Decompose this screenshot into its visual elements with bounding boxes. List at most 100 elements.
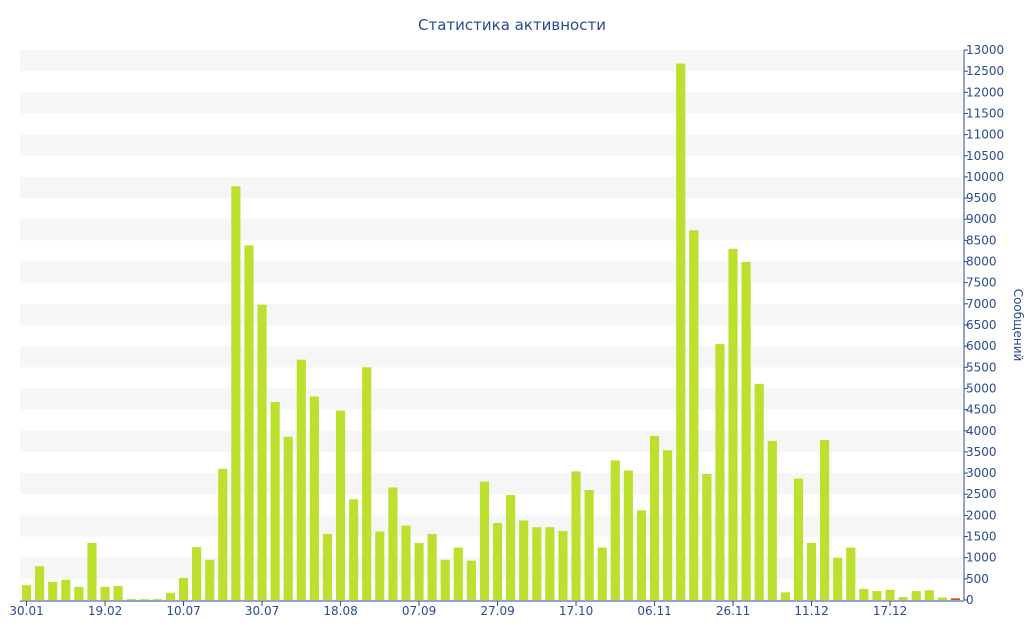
bar[interactable] xyxy=(519,520,529,600)
bars xyxy=(21,63,961,601)
bar[interactable] xyxy=(349,499,359,600)
bar[interactable] xyxy=(322,534,333,600)
x-tick-label: 06.11 xyxy=(637,604,671,618)
bar[interactable] xyxy=(649,435,660,600)
bar[interactable] xyxy=(335,410,346,600)
bar[interactable] xyxy=(113,586,123,600)
bar[interactable] xyxy=(728,248,738,600)
bar[interactable] xyxy=(218,468,228,600)
bar[interactable] xyxy=(532,527,542,600)
bar[interactable] xyxy=(178,578,189,600)
bar[interactable] xyxy=(283,436,293,600)
y-axis: 0 500 1000 1500 2000 2500 3000 3500 4000 4500 5000… xyxy=(963,43,1004,607)
bar[interactable] xyxy=(466,560,476,600)
bar[interactable] xyxy=(309,396,319,601)
bar[interactable] xyxy=(296,359,306,600)
x-axis: 30.01 19.02 10.07 30.07 18.08 07.09 27.09 17.10… xyxy=(9,600,964,618)
bar[interactable] xyxy=(139,599,149,601)
bar[interactable] xyxy=(623,470,633,600)
bar[interactable] xyxy=(859,589,869,600)
grid-band xyxy=(20,388,962,410)
bar[interactable] xyxy=(388,487,398,600)
bar[interactable] xyxy=(61,579,71,600)
bar[interactable] xyxy=(571,471,581,600)
bar[interactable] xyxy=(950,598,961,600)
bar[interactable] xyxy=(872,591,882,600)
bar[interactable] xyxy=(636,510,647,600)
bar[interactable] xyxy=(453,547,463,600)
y-tick-label: 8000 xyxy=(966,255,997,269)
y-tick-label: 5500 xyxy=(966,360,997,374)
bar[interactable] xyxy=(414,542,424,600)
grid-band xyxy=(20,176,962,199)
x-tick-label: 19.02 xyxy=(88,604,122,618)
y-tick-label: 1000 xyxy=(966,551,997,565)
bar[interactable] xyxy=(833,557,843,600)
bar[interactable] xyxy=(663,450,673,600)
y-tick-label: 8500 xyxy=(966,233,997,247)
bar[interactable] xyxy=(754,383,764,600)
bar[interactable] xyxy=(911,591,921,600)
bar[interactable] xyxy=(584,490,594,600)
y-tick-label: 9500 xyxy=(966,191,997,205)
x-tick-label: 11.12 xyxy=(794,604,828,618)
bar[interactable] xyxy=(492,523,503,600)
bar[interactable] xyxy=(362,367,372,600)
grid-band xyxy=(20,430,962,452)
bar[interactable] xyxy=(375,531,385,600)
bar[interactable] xyxy=(780,592,790,600)
bar[interactable] xyxy=(48,581,58,600)
bar[interactable] xyxy=(937,597,947,600)
bar[interactable] xyxy=(126,599,136,601)
grid-band xyxy=(20,261,962,283)
grid-band xyxy=(20,50,962,72)
bar[interactable] xyxy=(87,542,97,600)
bar[interactable] xyxy=(715,344,725,600)
grid-band xyxy=(20,346,962,368)
bar[interactable] xyxy=(767,440,777,600)
grid-band xyxy=(20,473,962,495)
bar[interactable] xyxy=(205,559,215,600)
bar[interactable] xyxy=(270,402,280,600)
bar[interactable] xyxy=(231,186,241,600)
y-tick-label: 5000 xyxy=(966,381,997,395)
bar[interactable] xyxy=(244,245,254,600)
bar[interactable] xyxy=(898,597,908,600)
bar[interactable] xyxy=(74,586,84,600)
bar[interactable] xyxy=(806,542,817,600)
bar[interactable] xyxy=(506,495,516,600)
bar[interactable] xyxy=(793,478,804,600)
bar[interactable] xyxy=(35,566,45,600)
bar[interactable] xyxy=(924,590,934,600)
y-tick-label: 3500 xyxy=(966,445,997,459)
bar[interactable] xyxy=(440,559,450,600)
bar[interactable] xyxy=(100,586,110,600)
bar[interactable] xyxy=(257,304,267,600)
bar[interactable] xyxy=(401,525,411,600)
bar[interactable] xyxy=(741,261,751,600)
grid-band xyxy=(20,515,962,537)
bar[interactable] xyxy=(597,547,607,600)
bar[interactable] xyxy=(21,585,32,600)
bar[interactable] xyxy=(192,547,202,600)
bar[interactable] xyxy=(558,531,568,600)
y-tick-label: 7000 xyxy=(966,297,997,311)
bar[interactable] xyxy=(545,527,555,600)
y-tick-label: 10000 xyxy=(966,170,1004,184)
bar[interactable] xyxy=(676,63,686,601)
bar[interactable] xyxy=(427,534,437,600)
bar[interactable] xyxy=(689,230,699,600)
bar[interactable] xyxy=(479,481,490,600)
bar[interactable] xyxy=(885,589,895,600)
bar[interactable] xyxy=(152,599,162,601)
y-tick-label: 6000 xyxy=(966,339,997,353)
bar[interactable] xyxy=(165,592,176,600)
bar[interactable] xyxy=(820,440,830,600)
bar[interactable] xyxy=(846,547,856,600)
x-tick-label: 30.07 xyxy=(245,604,279,618)
y-tick-label: 0 xyxy=(966,593,974,607)
bar[interactable] xyxy=(610,460,620,600)
bar[interactable] xyxy=(702,473,712,600)
y-tick-label: 4500 xyxy=(966,403,997,417)
